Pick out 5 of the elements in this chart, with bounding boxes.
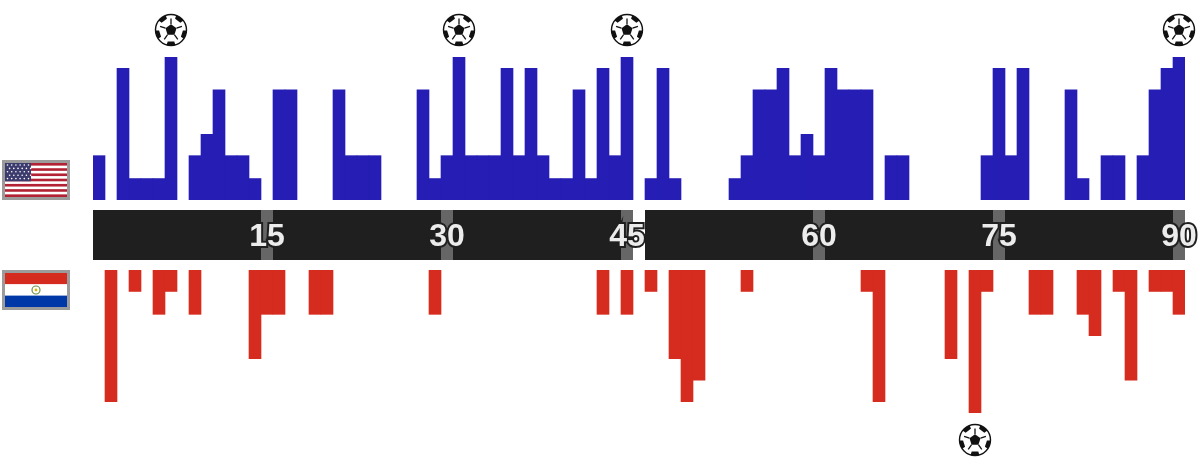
x-tick-label: 30 <box>429 217 465 254</box>
x-tick-label: 60 <box>801 217 837 254</box>
x-tick-label: 75 <box>981 217 1017 254</box>
bar <box>93 155 106 200</box>
x-tick-label: 15 <box>249 217 285 254</box>
